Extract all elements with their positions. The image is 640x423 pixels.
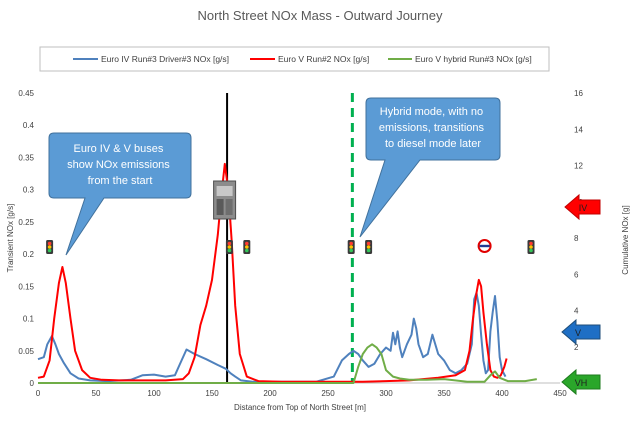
callout-hybrid-line-1: Hybrid mode, with no [380,106,483,118]
bus-stop-photo-icon [213,180,237,220]
y-tick-label: 0.15 [18,282,34,291]
y2-axis-title: Cumulative NOx [g] [621,205,630,274]
vertical-markers [226,93,354,383]
y2-tick-label: 14 [574,125,583,134]
series-line-1 [37,291,507,383]
no-entry-sign-icon [477,239,492,253]
series-lines [37,162,537,384]
y-tick-label: 0 [30,379,35,388]
x-tick-label: 400 [495,389,509,398]
y2-tick-label: 4 [574,307,579,316]
arrow-vh-label: VH [575,378,588,388]
x-tick-label: 250 [321,389,335,398]
x-tick-label: 100 [147,389,161,398]
axes: 0 50 100 150 200 250 300 350 400 450 0 0.05 0.1 0.15 0… [18,89,583,398]
y-tick-label: 0.05 [18,347,34,356]
series-line-3 [38,343,537,384]
arrow-iv: IV [564,193,601,221]
callout-hybrid-text: Hybrid mode, with no emissions, transiti… [379,106,487,150]
arrow-iv-shape [564,193,601,221]
traffic-light-icon [225,240,233,254]
arrow-v-label: V [575,328,581,338]
y-tick-label: 0.4 [23,121,35,130]
y2-tick-label: 16 [574,89,583,98]
arrow-v-shape [561,318,601,346]
legend: Euro IV Run#3 Driver#3 NOx [g/s] Euro V … [73,54,532,64]
traffic-light-icon [365,240,373,254]
legend-label-euro-v-hybrid: Euro V hybrid Run#3 NOx [g/s] [415,54,532,64]
y-tick-label: 0.45 [18,89,34,98]
traffic-light-icon [347,240,355,254]
y-tick-label: 0.3 [23,186,35,195]
x-tick-label: 350 [437,389,451,398]
traffic-light-icon [243,240,251,254]
x-tick-label: 50 [92,389,101,398]
callout-euro-iv-v-line-3: from the start [88,175,153,187]
x-tick-label: 450 [553,389,567,398]
y-tick-label: 0.25 [18,218,34,227]
y2-tick-label: 8 [574,234,579,243]
y-tick-label: 0.1 [23,315,35,324]
y2-tick-label: 12 [574,162,583,171]
callout-euro-iv-v-shape [48,132,192,256]
traffic-light-icon [527,240,535,254]
legend-label-euro-iv: Euro IV Run#3 Driver#3 NOx [g/s] [101,54,229,64]
chart-title: North Street NOx Mass - Outward Journey [198,8,443,23]
callout-euro-iv-v-line-1: Euro IV & V buses [74,143,164,155]
arrow-vh: VH [561,368,601,396]
x-tick-label: 0 [36,389,41,398]
callout-euro-iv-v-line-2: show NOx emissions [67,159,170,171]
x-tick-label: 200 [263,389,277,398]
x-tick-label: 150 [205,389,219,398]
arrow-v: V [561,318,601,346]
legend-box [39,46,550,72]
arrow-iv-label: IV [579,203,588,213]
callout-euro-iv-v-text: Euro IV & V buses show NOx emissions fro… [67,143,173,187]
y-tick-label: 0.35 [18,153,34,162]
callout-hybrid-shape [359,97,501,238]
traffic-light-icon [46,240,54,254]
y2-tick-label: 6 [574,270,579,279]
callout-hybrid-line-3: to diesel mode later [385,138,481,150]
x-axis-title: Distance from Top of North Street [m] [234,403,366,412]
x-tick-label: 300 [379,389,393,398]
callout-euro-iv-v: Euro IV & V buses show NOx emissions fro… [48,132,192,256]
legend-label-euro-v: Euro V Run#2 NOx [g/s] [278,54,369,64]
callout-hybrid: Hybrid mode, with no emissions, transiti… [359,97,501,238]
y2-tick-label: 2 [574,343,579,352]
y-tick-label: 0.2 [23,250,35,259]
route-icons [46,180,535,254]
y-axis-title: Transient NOx [g/s] [6,204,15,273]
callout-hybrid-line-2: emissions, transitions [379,122,485,134]
arrow-vh-shape [561,368,601,396]
series-line-2 [37,162,508,383]
